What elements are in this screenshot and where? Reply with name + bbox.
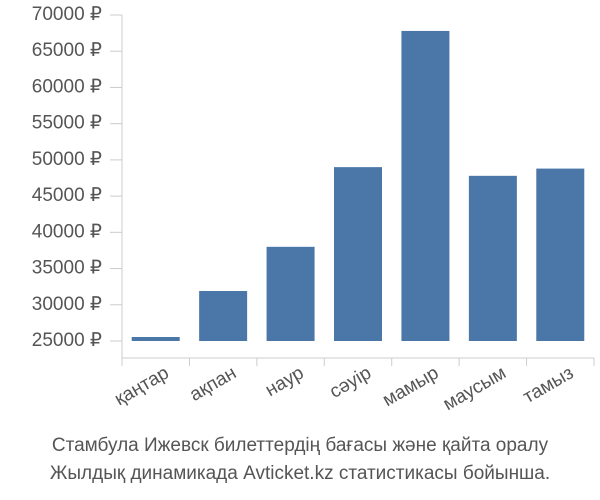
y-tick-label: 55000 ₽	[32, 113, 102, 134]
bar	[536, 168, 585, 341]
caption: Стамбула Ижевск билеттердің бағасы және …	[52, 435, 549, 456]
y-tick-label: 50000 ₽	[32, 149, 102, 170]
x-tick-label: қаңтар	[111, 362, 173, 410]
x-tick-label: маусым	[440, 362, 510, 415]
y-tick-label: 40000 ₽	[32, 221, 102, 242]
bar	[401, 30, 450, 342]
y-tick-label: 45000 ₽	[32, 185, 102, 206]
bar	[468, 175, 517, 341]
y-tick-label: 60000 ₽	[32, 76, 102, 97]
x-tick-label: тамыз	[520, 362, 578, 407]
y-tick-label: 35000 ₽	[32, 258, 102, 279]
y-tick-label: 25000 ₽	[32, 330, 102, 351]
bar	[199, 291, 248, 341]
bar	[334, 167, 382, 341]
y-tick-label: 65000 ₽	[32, 40, 102, 61]
x-tick-label: мамыр	[379, 362, 442, 411]
y-tick-label: 30000 ₽	[32, 294, 102, 315]
x-tick-label: сәуір	[326, 362, 375, 402]
bar	[266, 246, 315, 341]
caption: Жылдық динамикада Avticket.kz статистика…	[50, 463, 550, 484]
x-tick-label: наур	[262, 362, 308, 401]
bar	[131, 337, 180, 341]
y-tick-label: 70000 ₽	[32, 4, 102, 25]
x-tick-label: ақпан	[186, 362, 240, 405]
